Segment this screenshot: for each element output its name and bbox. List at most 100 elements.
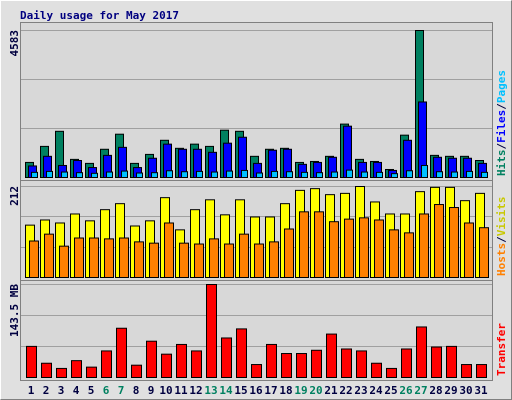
bar xyxy=(331,171,338,179)
x-tick-label: 16 xyxy=(249,384,263,397)
bar xyxy=(146,340,157,378)
bar xyxy=(419,213,429,278)
bar xyxy=(266,343,277,378)
x-tick-label: 5 xyxy=(88,384,95,397)
x-tick-label: 10 xyxy=(159,384,172,397)
legend-separator: / xyxy=(495,236,508,243)
bar xyxy=(211,171,218,179)
legend-separator: / xyxy=(495,103,508,110)
bar xyxy=(136,172,143,178)
x-tick-label: 11 xyxy=(174,384,188,397)
bar xyxy=(224,243,234,279)
y-tick-label: 4583 xyxy=(8,30,21,57)
bar xyxy=(236,328,247,379)
bar xyxy=(104,238,114,278)
bar xyxy=(451,171,458,179)
bar xyxy=(269,241,279,278)
legend-entry: Pages xyxy=(495,70,508,103)
bar xyxy=(86,366,97,379)
bar xyxy=(311,349,322,378)
bar xyxy=(226,170,233,179)
bar xyxy=(239,233,249,278)
bar xyxy=(71,360,82,378)
legend-separator: / xyxy=(495,143,508,150)
bar xyxy=(464,222,474,279)
bar xyxy=(361,171,368,179)
bar xyxy=(376,171,383,179)
bar xyxy=(176,343,187,378)
x-tick-label: 27 xyxy=(414,384,427,397)
bar xyxy=(299,211,309,278)
x-tick-label: 24 xyxy=(369,384,383,397)
bar xyxy=(164,222,174,279)
bar xyxy=(76,172,83,178)
legend-entry: Hosts xyxy=(495,243,508,276)
bar xyxy=(181,171,188,178)
bar xyxy=(41,362,52,378)
x-tick-label: 1 xyxy=(28,384,35,397)
x-tick-label: 28 xyxy=(429,384,442,397)
x-tick-label: 9 xyxy=(148,384,155,397)
x-tick-label: 13 xyxy=(204,384,217,397)
bar xyxy=(209,238,219,278)
chart-title: Daily usage for May 2017 xyxy=(20,9,179,22)
bar xyxy=(119,237,129,278)
bar xyxy=(191,350,202,378)
bar xyxy=(461,364,472,379)
bar xyxy=(241,169,248,178)
bar xyxy=(466,170,473,178)
bar xyxy=(344,218,354,278)
x-tick-label: 20 xyxy=(309,384,322,397)
x-tick-label: 12 xyxy=(189,384,202,397)
bar xyxy=(91,172,98,179)
bar xyxy=(221,337,232,378)
x-tick-label: 14 xyxy=(219,384,233,397)
bar xyxy=(56,367,67,378)
x-tick-label: 22 xyxy=(339,384,352,397)
bar xyxy=(359,217,369,278)
bar xyxy=(254,243,264,279)
bar xyxy=(31,171,38,179)
panel xyxy=(20,22,493,181)
x-tick-label: 23 xyxy=(354,384,367,397)
x-tick-label: 4 xyxy=(73,384,80,397)
bar xyxy=(89,237,99,278)
x-tick-label: 7 xyxy=(118,384,125,397)
bar xyxy=(61,171,68,179)
bar xyxy=(134,241,144,278)
bar xyxy=(46,170,53,178)
legend-entry: Visits xyxy=(495,197,508,237)
bar xyxy=(194,243,204,279)
bar xyxy=(449,207,459,278)
bar xyxy=(26,345,37,379)
bar xyxy=(161,353,172,378)
bar xyxy=(29,240,39,278)
bar xyxy=(316,172,323,178)
bar xyxy=(106,171,113,179)
bar xyxy=(404,232,414,278)
bar xyxy=(256,172,263,178)
bar xyxy=(481,171,488,179)
bar xyxy=(101,350,112,378)
y-tick-label: 143.5 MB xyxy=(8,284,21,337)
x-tick-label: 29 xyxy=(444,384,457,397)
bar xyxy=(341,348,352,378)
bar xyxy=(151,172,158,178)
legend: Hosts/Visits xyxy=(495,197,508,277)
bar xyxy=(166,170,173,178)
bar xyxy=(374,219,384,278)
bar xyxy=(59,245,69,279)
bar xyxy=(314,211,324,278)
legend-entry: Files xyxy=(495,110,508,143)
bar xyxy=(131,364,142,378)
bar xyxy=(401,348,412,378)
legend-entry: Hits xyxy=(495,150,508,177)
bar xyxy=(74,237,84,278)
x-tick-label: 17 xyxy=(264,384,277,397)
x-tick-label: 3 xyxy=(58,384,65,397)
bar xyxy=(446,345,457,379)
panel xyxy=(20,280,493,381)
bar xyxy=(286,171,293,178)
